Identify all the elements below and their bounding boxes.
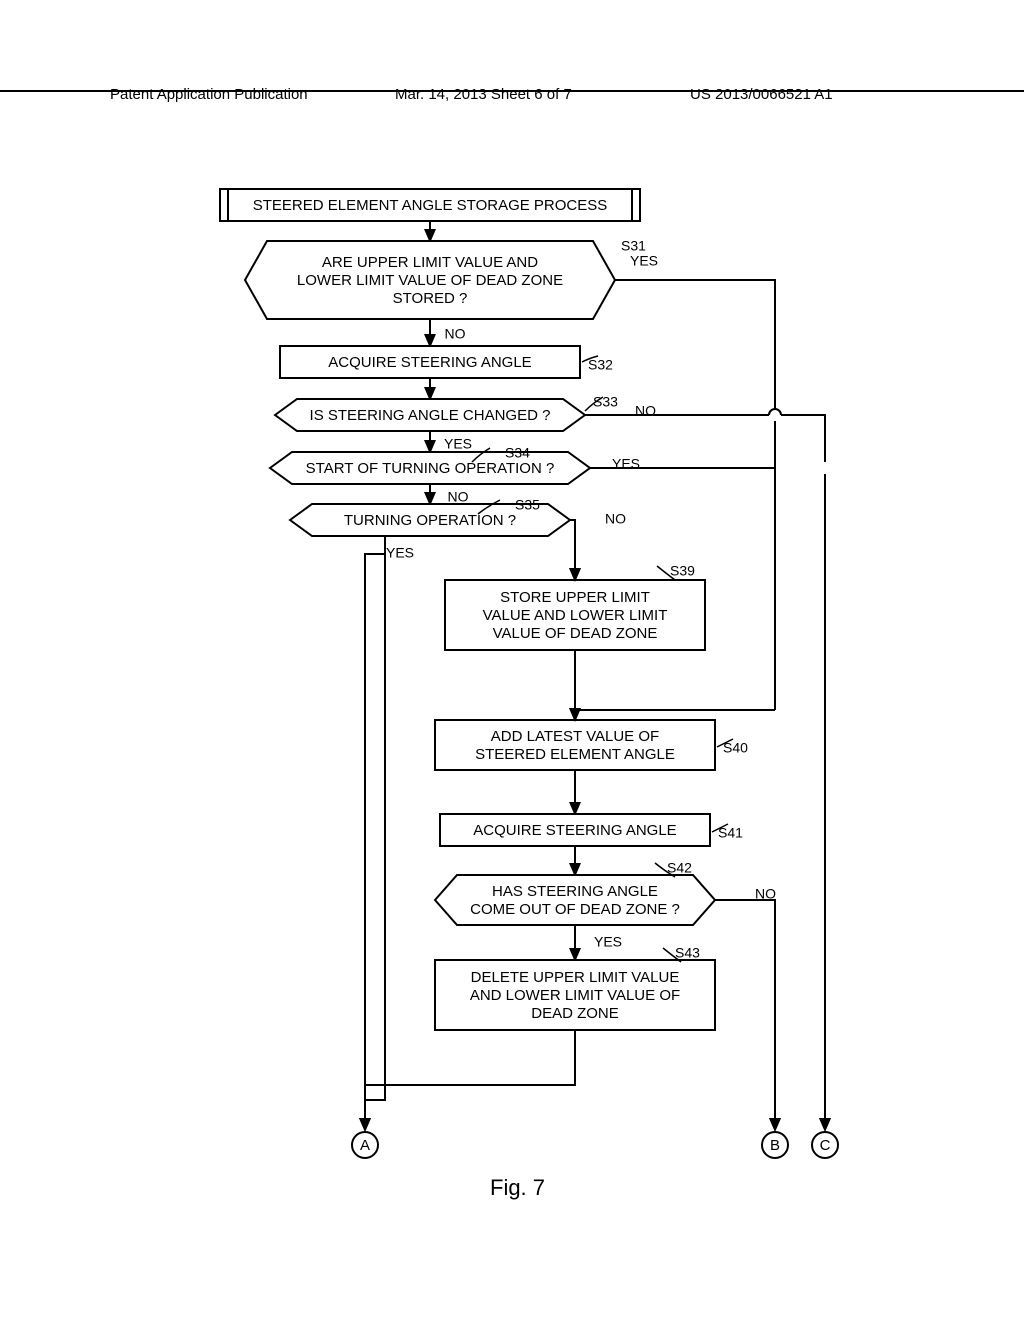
svg-text:VALUE AND LOWER LIMIT: VALUE AND LOWER LIMIT	[483, 607, 668, 624]
svg-text:S43: S43	[675, 945, 700, 961]
svg-text:S35: S35	[515, 497, 540, 513]
svg-text:IS STEERING ANGLE CHANGED ?: IS STEERING ANGLE CHANGED ?	[310, 407, 551, 424]
svg-text:YES: YES	[444, 436, 472, 452]
svg-text:YES: YES	[612, 456, 640, 472]
svg-text:ADD LATEST VALUE OF: ADD LATEST VALUE OF	[491, 728, 659, 745]
svg-text:B: B	[770, 1137, 780, 1154]
svg-text:START OF TURNING OPERATION ?: START OF TURNING OPERATION ?	[306, 460, 555, 477]
svg-text:S34: S34	[505, 445, 530, 461]
flowchart-svg: STEERED ELEMENT ANGLE STORAGE PROCESS ARE…	[0, 0, 1024, 1320]
svg-text:DEAD ZONE: DEAD ZONE	[531, 1005, 619, 1022]
svg-text:C: C	[820, 1137, 831, 1154]
svg-text:VALUE OF DEAD ZONE: VALUE OF DEAD ZONE	[493, 625, 658, 642]
svg-text:DELETE UPPER LIMIT VALUE: DELETE UPPER LIMIT VALUE	[471, 969, 680, 986]
svg-text:COME OUT OF DEAD ZONE ?: COME OUT OF DEAD ZONE ?	[470, 901, 680, 918]
svg-text:STORED ?: STORED ?	[393, 290, 468, 307]
svg-text:S39: S39	[670, 563, 695, 579]
svg-text:ACQUIRE STEERING ANGLE: ACQUIRE STEERING ANGLE	[473, 822, 676, 839]
svg-text:S40: S40	[723, 740, 748, 756]
svg-text:LOWER LIMIT VALUE OF DEAD ZONE: LOWER LIMIT VALUE OF DEAD ZONE	[297, 272, 563, 289]
svg-text:S31: S31	[621, 238, 646, 254]
svg-text:S32: S32	[588, 357, 613, 373]
svg-text:S42: S42	[667, 860, 692, 876]
svg-text:NO: NO	[605, 511, 626, 527]
svg-text:AND LOWER LIMIT VALUE OF: AND LOWER LIMIT VALUE OF	[470, 987, 680, 1004]
svg-text:YES: YES	[386, 545, 414, 561]
svg-text:STEERED ELEMENT ANGLE STORAGE: STEERED ELEMENT ANGLE STORAGE PROCESS	[253, 197, 608, 214]
figure-label: Fig. 7	[490, 1175, 545, 1201]
svg-text:HAS STEERING ANGLE: HAS STEERING ANGLE	[492, 883, 658, 900]
svg-text:YES: YES	[630, 253, 658, 269]
svg-text:S41: S41	[718, 825, 743, 841]
svg-text:NO: NO	[448, 489, 469, 505]
svg-text:STORE UPPER LIMIT: STORE UPPER LIMIT	[500, 589, 650, 606]
svg-text:ARE UPPER LIMIT VALUE AND: ARE UPPER LIMIT VALUE AND	[322, 254, 538, 271]
svg-text:TURNING OPERATION ?: TURNING OPERATION ?	[344, 512, 516, 529]
svg-text:NO: NO	[445, 326, 466, 342]
svg-text:S33: S33	[593, 394, 618, 410]
svg-text:YES: YES	[594, 934, 622, 950]
svg-text:NO: NO	[755, 886, 776, 902]
svg-text:NO: NO	[635, 403, 656, 419]
svg-text:A: A	[360, 1137, 370, 1154]
svg-text:STEERED ELEMENT ANGLE: STEERED ELEMENT ANGLE	[475, 746, 675, 763]
svg-text:ACQUIRE STEERING ANGLE: ACQUIRE STEERING ANGLE	[328, 354, 531, 371]
